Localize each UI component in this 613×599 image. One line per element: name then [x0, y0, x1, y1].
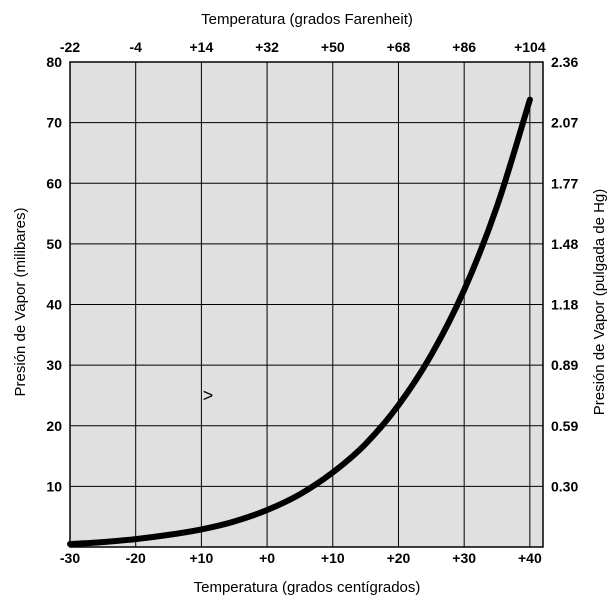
left-tick-label: 10	[46, 478, 62, 494]
bottom-tick-labels: -30 -20 +10 +0 +10 +20 +30 +40	[60, 550, 542, 566]
top-tick-label: +50	[321, 39, 345, 55]
bottom-tick-label: +0	[259, 550, 275, 566]
left-axis-title: Presión de Vapor (milibares)	[12, 208, 29, 397]
left-tick-label: 80	[46, 54, 62, 70]
left-tick-label: 50	[46, 236, 62, 252]
bottom-tick-label: +30	[452, 550, 476, 566]
right-tick-labels: 0.30 0.59 0.89 1.18 1.48 1.77 2.07 2.36	[551, 54, 578, 494]
grid-lines	[70, 62, 543, 547]
right-tick-label: 0.59	[551, 418, 578, 434]
top-tick-label: +32	[255, 39, 279, 55]
top-tick-label: +86	[452, 39, 476, 55]
right-tick-label: 1.77	[551, 175, 578, 191]
top-tick-label: +68	[387, 39, 411, 55]
top-tick-label: -4	[129, 39, 142, 55]
bottom-axis-title: Temperatura (grados centígrados)	[194, 579, 421, 596]
left-tick-label: 60	[46, 175, 62, 191]
bottom-tick-label: +10	[190, 550, 214, 566]
top-tick-label: -22	[60, 39, 80, 55]
right-tick-label: 0.30	[551, 478, 578, 494]
plot-frame	[69, 61, 544, 548]
left-tick-label: 30	[46, 357, 62, 373]
bottom-tick-label: +40	[518, 550, 542, 566]
bottom-tick-label: +10	[321, 550, 345, 566]
left-tick-labels: 10 20 30 40 50 60 70 80	[46, 54, 62, 494]
top-tick-label: +14	[190, 39, 214, 55]
right-tick-label: 0.89	[551, 357, 578, 373]
left-tick-label: 70	[46, 115, 62, 131]
right-tick-label: 2.36	[551, 54, 578, 70]
top-tick-label: +104	[514, 39, 546, 55]
right-tick-label: 2.07	[551, 115, 578, 131]
top-axis-title: Temperatura (grados Farenheit)	[201, 11, 413, 28]
right-tick-label: 1.48	[551, 236, 578, 252]
vapor-pressure-curve	[67, 96, 533, 547]
arrow-symbol: >	[203, 385, 214, 405]
top-tick-labels: -22 -4 +14 +32 +50 +68 +86 +104	[60, 39, 546, 55]
bottom-tick-label: -20	[126, 550, 146, 566]
bottom-tick-label: +20	[387, 550, 411, 566]
bottom-tick-label: -30	[60, 550, 80, 566]
left-tick-label: 40	[46, 297, 62, 313]
arrow-annotation: >	[203, 385, 214, 405]
right-tick-label: 1.18	[551, 297, 578, 313]
right-axis-title: Presión de Vapor (pulgada de Hg)	[591, 189, 608, 416]
left-tick-label: 20	[46, 418, 62, 434]
